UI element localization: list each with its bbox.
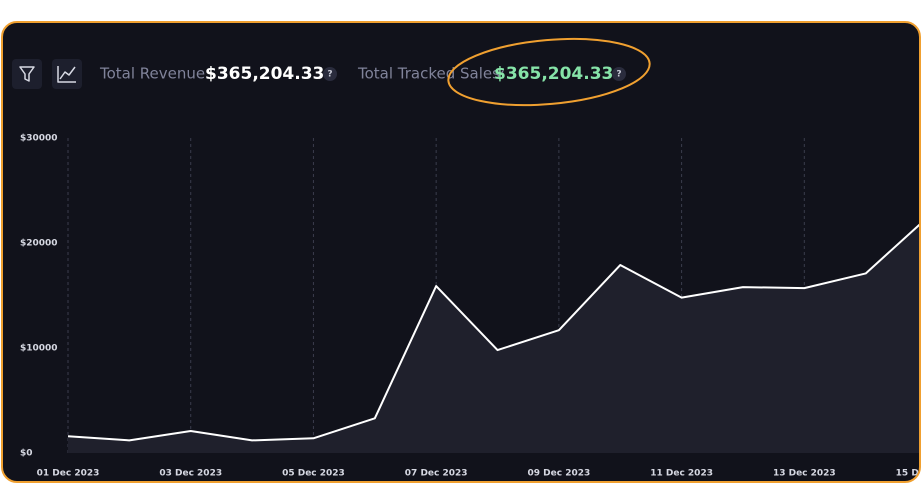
highlight-annotation	[447, 37, 651, 107]
tracked-label: Total Tracked Sales:	[357, 65, 505, 83]
x-tick-label: 03 Dec 2023	[159, 469, 222, 479]
revenue-label: Total Revenue:	[99, 65, 210, 83]
x-tick-label: 05 Dec 2023	[282, 469, 345, 479]
y-tick-label: $20000	[20, 239, 58, 249]
chart-toggle-button[interactable]	[52, 59, 82, 89]
line	[67, 217, 919, 442]
filter-button[interactable]	[12, 59, 42, 89]
help-icon: ?	[616, 70, 621, 80]
x-tick-label: 09 Dec 2023	[528, 469, 591, 479]
tracked-value: $365,204.33	[494, 64, 613, 84]
revenue-value: $365,204.33	[205, 64, 324, 84]
x-tick-label: 01 Dec 2023	[37, 469, 100, 479]
x-tick-label: 07 Dec 2023	[405, 469, 468, 479]
x-tick-label: 11 Dec 2023	[650, 469, 713, 479]
revenue-help[interactable]: ?	[323, 67, 337, 81]
help-icon: ?	[327, 70, 332, 80]
chart: $0 $10000 $20000 $30000 01 Dec 2023 03 Dec 20…	[20, 134, 923, 479]
y-tick-label: $0	[20, 449, 33, 459]
x-tick-label: 15 Dec 2023	[896, 469, 923, 479]
y-tick-label: $10000	[20, 344, 58, 354]
y-tick-label: $30000	[20, 134, 58, 144]
x-tick-label: 13 Dec 2023	[773, 469, 836, 479]
tracked-help[interactable]: ?	[612, 67, 626, 81]
area	[68, 217, 919, 453]
